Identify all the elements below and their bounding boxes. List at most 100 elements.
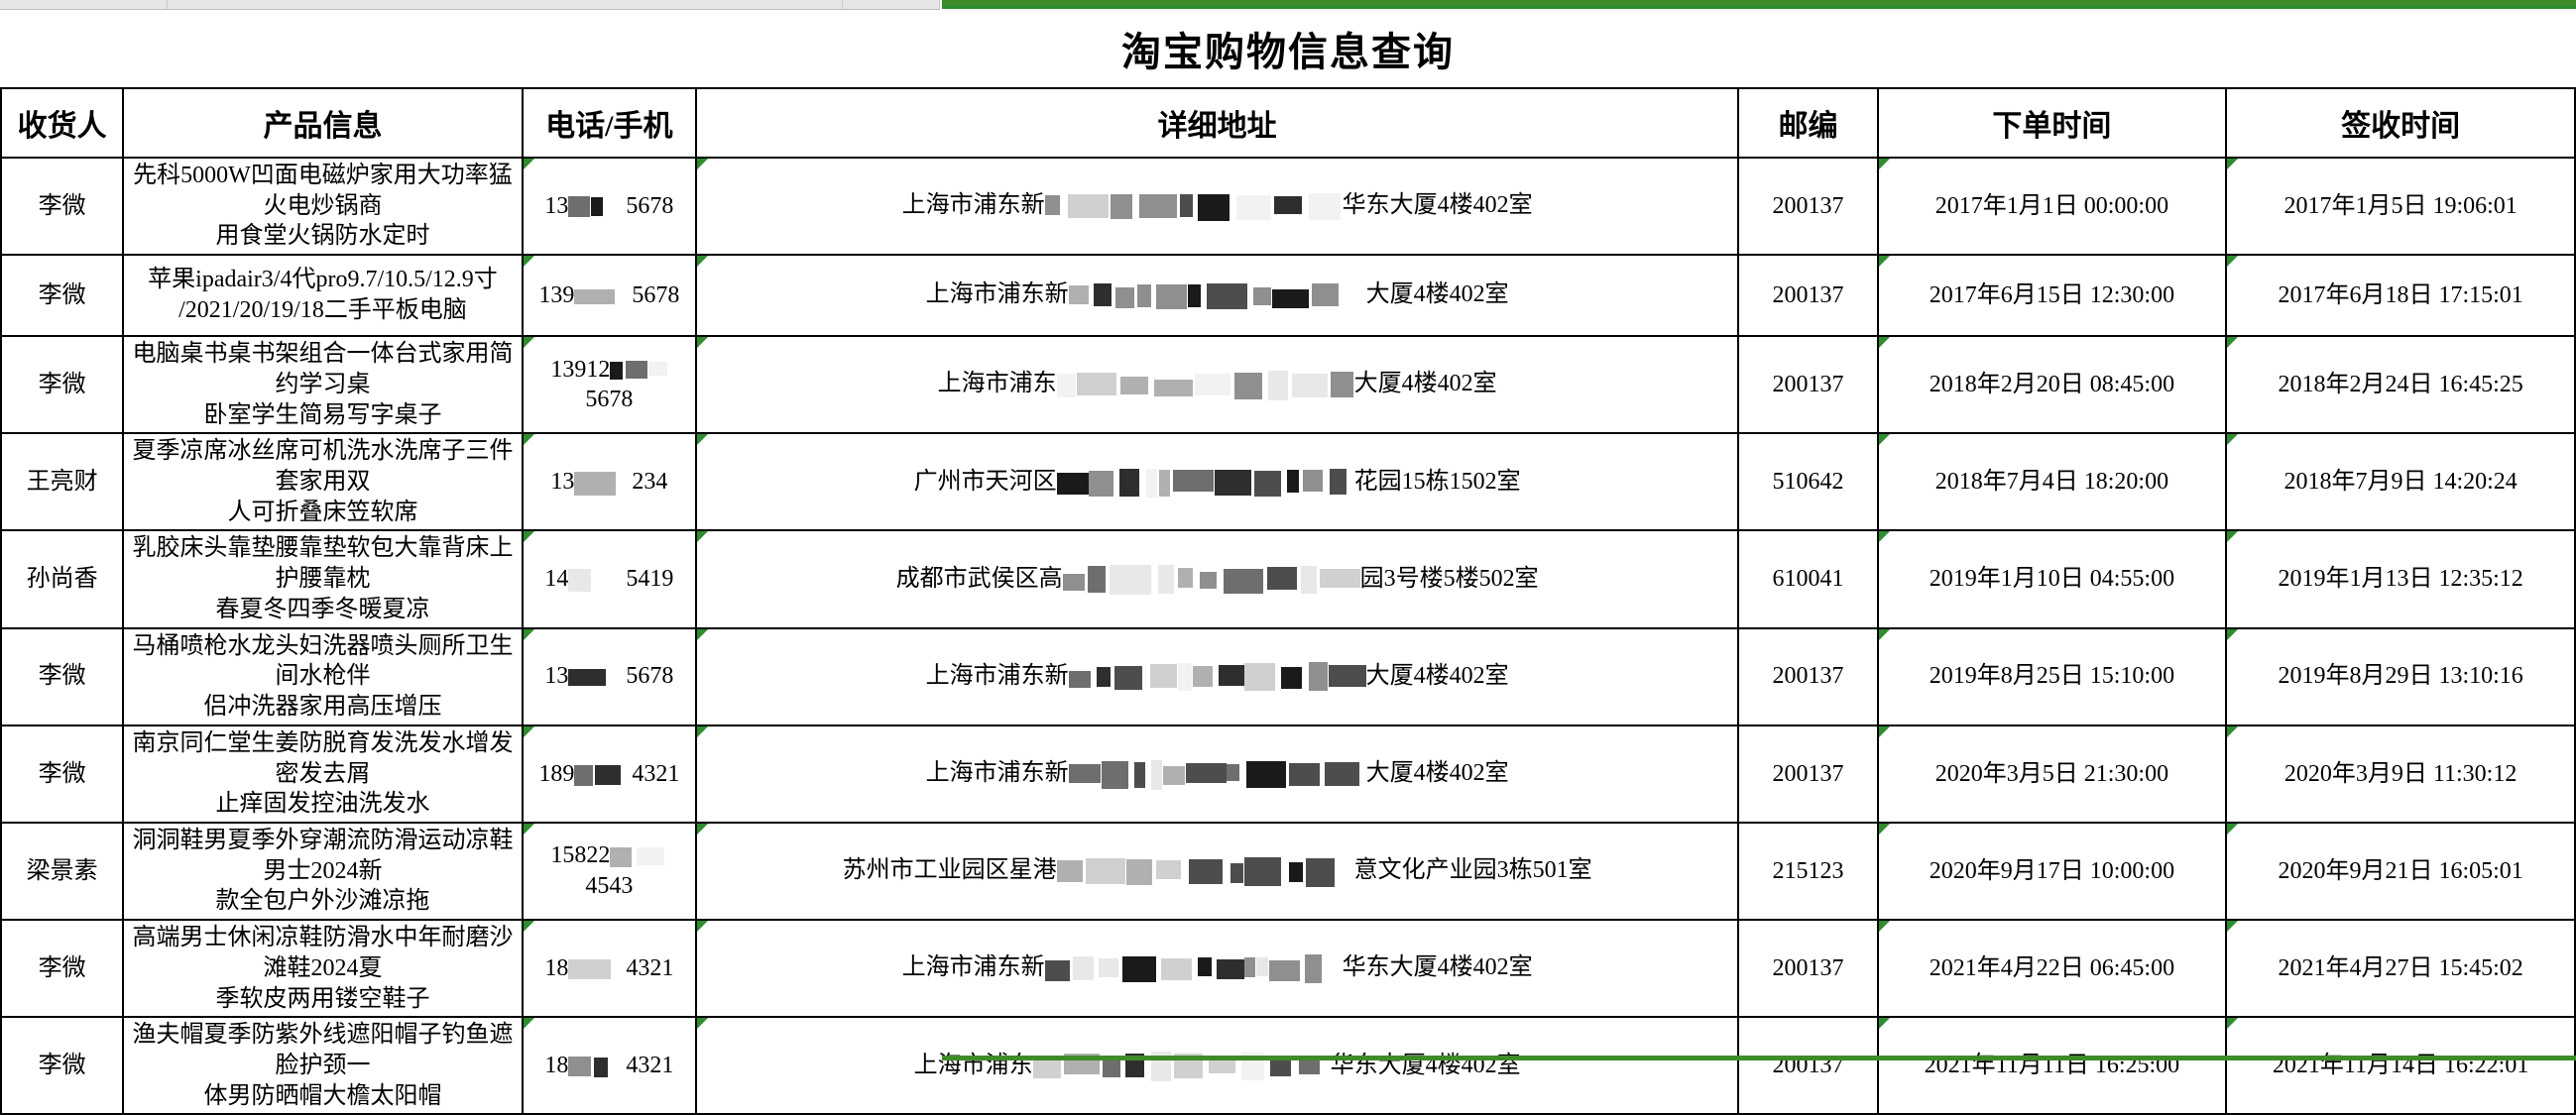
cell-receive-time[interactable]: 2018年7月9日 14:20:24 bbox=[2225, 432, 2576, 532]
cell-product[interactable]: 苹果ipadair3/4代pro9.7/10.5/12.9寸/2021/20/1… bbox=[122, 254, 524, 338]
cell-product[interactable]: 夏季凉席冰丝席可机洗水洗席子三件套家用双人可折叠床笠软席 bbox=[122, 432, 524, 532]
table-row[interactable]: 孙尚香 乳胶床头靠垫腰靠垫软包大靠背床上护腰靠枕 春夏冬四季冬暖夏凉 14 5419 成都… bbox=[0, 529, 2576, 629]
cell-product[interactable]: 渔夫帽夏季防紫外线遮阳帽子钓鱼遮脸护颈一 体男防晒帽大檐太阳帽 bbox=[122, 1016, 524, 1115]
column-header-selected-range[interactable] bbox=[942, 0, 2576, 9]
cell-phone[interactable]: 13 5678 bbox=[521, 156, 697, 257]
receive-time-text: 2021年4月27日 15:45:02 bbox=[2278, 954, 2523, 981]
cell-receive-time[interactable]: 2020年9月21日 16:05:01 bbox=[2225, 821, 2576, 922]
cell-recipient[interactable]: 李微 bbox=[0, 724, 125, 824]
cell-phone[interactable]: 13 5678 bbox=[521, 626, 697, 726]
cell-receive-time[interactable]: 2018年2月24日 16:45:25 bbox=[2225, 335, 2576, 435]
cell-phone[interactable]: 15822 4543 bbox=[521, 821, 697, 922]
cell-recipient[interactable]: 李微 bbox=[0, 335, 125, 435]
cell-address[interactable]: 成都市武侯区高 园3号楼5楼502室 bbox=[694, 529, 1740, 629]
cell-phone[interactable]: 139 5678 bbox=[521, 254, 697, 338]
cell-recipient[interactable]: 王亮财 bbox=[0, 432, 125, 532]
column-header-zip[interactable]: 邮编 bbox=[1737, 87, 1879, 159]
cell-phone[interactable]: 18 4321 bbox=[521, 919, 697, 1019]
product-line-2: 人可折叠床笠软席 bbox=[227, 499, 418, 525]
cell-receive-time[interactable]: 2019年1月13日 12:35:12 bbox=[2225, 529, 2576, 629]
table-row[interactable]: 王亮财 夏季凉席冰丝席可机洗水洗席子三件套家用双 人可折叠床笠软席 13 234 广州市天… bbox=[0, 432, 2576, 532]
cell-recipient[interactable]: 孙尚香 bbox=[0, 529, 125, 629]
column-header-product[interactable]: 产品信息 bbox=[122, 87, 524, 159]
cell-zip[interactable]: 200137 bbox=[1737, 626, 1879, 726]
cell-phone[interactable]: 18 4321 bbox=[521, 1016, 697, 1115]
column-header-phone[interactable]: 电话/手机 bbox=[521, 87, 697, 159]
cell-address[interactable]: 上海市浦东 大厦4楼402室 bbox=[694, 335, 1740, 435]
cell-zip[interactable]: 200137 bbox=[1737, 724, 1879, 824]
cell-product[interactable]: 先科5000W凹面电磁炉家用大功率猛火电炒锅商 用食堂火锅防水定时 bbox=[122, 156, 524, 257]
cell-zip[interactable]: 200137 bbox=[1737, 254, 1879, 338]
cell-zip[interactable]: 610041 bbox=[1737, 529, 1879, 629]
cell-product[interactable]: 南京同仁堂生姜防脱育发洗发水增发密发去屑 止痒固发控油洗发水 bbox=[122, 724, 524, 824]
cell-receive-time[interactable]: 2017年1月5日 19:06:01 bbox=[2225, 156, 2576, 257]
column-header-address[interactable]: 详细地址 bbox=[694, 87, 1740, 159]
order-time-text: 2019年1月10日 04:55:00 bbox=[1929, 566, 2175, 593]
cell-recipient[interactable]: 李微 bbox=[0, 156, 125, 257]
product-line-1: 洞洞鞋男夏季外穿潮流防滑运动凉鞋男士2024新 bbox=[132, 827, 514, 884]
cell-zip[interactable]: 200137 bbox=[1737, 335, 1879, 435]
table-row[interactable]: 李微 马桶喷枪水龙头妇洗器喷头厕所卫生间水枪伴 侣冲洗器家用高压增压 13 5678 上海… bbox=[0, 626, 2576, 726]
cell-phone[interactable]: 189 4321 bbox=[521, 724, 697, 824]
cell-phone[interactable]: 14 5419 bbox=[521, 529, 697, 629]
cell-address[interactable]: 上海市浦东新 华东大厦4楼402室 bbox=[694, 156, 1740, 257]
table-row[interactable]: 李微 南京同仁堂生姜防脱育发洗发水增发密发去屑 止痒固发控油洗发水 189 4321 上海… bbox=[0, 724, 2576, 824]
cell-recipient[interactable]: 李微 bbox=[0, 919, 125, 1019]
column-header-recipient[interactable]: 收货人 bbox=[0, 87, 125, 159]
cell-address[interactable]: 上海市浦东新 华东大厦4楼402室 bbox=[694, 919, 1740, 1019]
cell-product[interactable]: 乳胶床头靠垫腰靠垫软包大靠背床上护腰靠枕 春夏冬四季冬暖夏凉 bbox=[122, 529, 524, 629]
cell-order-time[interactable]: 2019年1月10日 04:55:00 bbox=[1876, 529, 2228, 629]
cell-order-time[interactable]: 2017年6月15日 12:30:00 bbox=[1876, 254, 2228, 338]
cell-product[interactable]: 高端男士休闲凉鞋防滑水中年耐磨沙滩鞋2024夏 季软皮两用镂空鞋子 bbox=[122, 919, 524, 1019]
cell-recipient[interactable]: 李微 bbox=[0, 626, 125, 726]
cell-phone[interactable]: 13912 5678 bbox=[521, 335, 697, 435]
cell-order-time[interactable]: 2020年9月17日 10:00:00 bbox=[1876, 821, 2228, 922]
table-row[interactable]: 李微 高端男士休闲凉鞋防滑水中年耐磨沙滩鞋2024夏 季软皮两用镂空鞋子 18 4321… bbox=[0, 919, 2576, 1019]
cell-receive-time[interactable]: 2017年6月18日 17:15:01 bbox=[2225, 254, 2576, 338]
cell-zip[interactable]: 510642 bbox=[1737, 432, 1879, 532]
cell-receive-time[interactable]: 2021年4月27日 15:45:02 bbox=[2225, 919, 2576, 1019]
cell-product[interactable]: 马桶喷枪水龙头妇洗器喷头厕所卫生间水枪伴 侣冲洗器家用高压增压 bbox=[122, 626, 524, 726]
cell-order-time[interactable]: 2019年8月25日 15:10:00 bbox=[1876, 626, 2228, 726]
cell-recipient[interactable]: 梁景素 bbox=[0, 821, 125, 922]
cell-zip[interactable]: 200137 bbox=[1737, 1016, 1879, 1115]
product-line-1: 夏季凉席冰丝席可机洗水洗席子三件套家用双 bbox=[132, 438, 514, 496]
cell-order-time[interactable]: 2018年7月4日 18:20:00 bbox=[1876, 432, 2228, 532]
column-header-a[interactable] bbox=[0, 0, 168, 10]
table-row[interactable]: 李微 先科5000W凹面电磁炉家用大功率猛火电炒锅商 用食堂火锅防水定时 13 5678… bbox=[0, 156, 2576, 257]
product-line-2: 款全包户外沙滩凉拖 bbox=[215, 888, 430, 915]
cell-zip[interactable]: 200137 bbox=[1737, 919, 1879, 1019]
cell-error-flag-icon bbox=[524, 629, 534, 640]
cell-address[interactable]: 上海市浦东新 大厦4楼402室 bbox=[694, 626, 1740, 726]
table-row[interactable]: 梁景素 洞洞鞋男夏季外穿潮流防滑运动凉鞋男士2024新 款全包户外沙滩凉拖 15822… bbox=[0, 821, 2576, 922]
cell-address[interactable]: 广州市天河区 花园15栋1502室 bbox=[694, 432, 1740, 532]
cell-zip[interactable]: 200137 bbox=[1737, 156, 1879, 257]
address-suffix: 华东大厦4楼402室 bbox=[1330, 1052, 1521, 1078]
cell-address[interactable]: 上海市浦东新 大厦4楼402室 bbox=[694, 724, 1740, 824]
table-row[interactable]: 李微 渔夫帽夏季防紫外线遮阳帽子钓鱼遮脸护颈一 体男防晒帽大檐太阳帽 18 4321 上海… bbox=[0, 1016, 2576, 1115]
cell-receive-time[interactable]: 2021年11月14日 16:22:01 bbox=[2225, 1016, 2576, 1115]
cell-receive-time[interactable]: 2019年8月29日 13:10:16 bbox=[2225, 626, 2576, 726]
cell-order-time[interactable]: 2020年3月5日 21:30:00 bbox=[1876, 724, 2228, 824]
column-header-b[interactable] bbox=[168, 0, 843, 10]
cell-address[interactable]: 苏州市工业园区星港 意文化产业园3栋501室 bbox=[694, 821, 1740, 922]
column-header-ordered[interactable]: 下单时间 bbox=[1876, 87, 2228, 159]
cell-order-time[interactable]: 2021年4月22日 06:45:00 bbox=[1876, 919, 2228, 1019]
column-header-c[interactable] bbox=[843, 0, 940, 10]
table-row[interactable]: 李微 苹果ipadair3/4代pro9.7/10.5/12.9寸/2021/20… bbox=[0, 254, 2576, 338]
column-header-received[interactable]: 签收时间 bbox=[2225, 87, 2576, 159]
cell-phone[interactable]: 13 234 bbox=[521, 432, 697, 532]
cell-order-time[interactable]: 2021年11月11日 16:25:00 bbox=[1876, 1016, 2228, 1115]
cell-address[interactable]: 上海市浦东 华东大厦4楼402室 bbox=[694, 1016, 1740, 1115]
cell-recipient[interactable]: 李微 bbox=[0, 1016, 125, 1115]
cell-product[interactable]: 电脑桌书桌书架组合一体台式家用简约学习桌 卧室学生简易写字桌子 bbox=[122, 335, 524, 435]
cell-address[interactable]: 上海市浦东新 大厦4楼402室 bbox=[694, 254, 1740, 338]
cell-receive-time[interactable]: 2020年3月9日 11:30:12 bbox=[2225, 724, 2576, 824]
cell-order-time[interactable]: 2017年1月1日 00:00:00 bbox=[1876, 156, 2228, 257]
cell-order-time[interactable]: 2018年2月20日 08:45:00 bbox=[1876, 335, 2228, 435]
cell-zip[interactable]: 215123 bbox=[1737, 821, 1879, 922]
cell-recipient[interactable]: 李微 bbox=[0, 254, 125, 338]
cell-product[interactable]: 洞洞鞋男夏季外穿潮流防滑运动凉鞋男士2024新款全包户外沙滩凉拖 bbox=[122, 821, 524, 922]
phone-suffix: 5678 bbox=[632, 281, 680, 308]
table-row[interactable]: 李微 电脑桌书桌书架组合一体台式家用简约学习桌 卧室学生简易写字桌子 13912 567… bbox=[0, 335, 2576, 435]
